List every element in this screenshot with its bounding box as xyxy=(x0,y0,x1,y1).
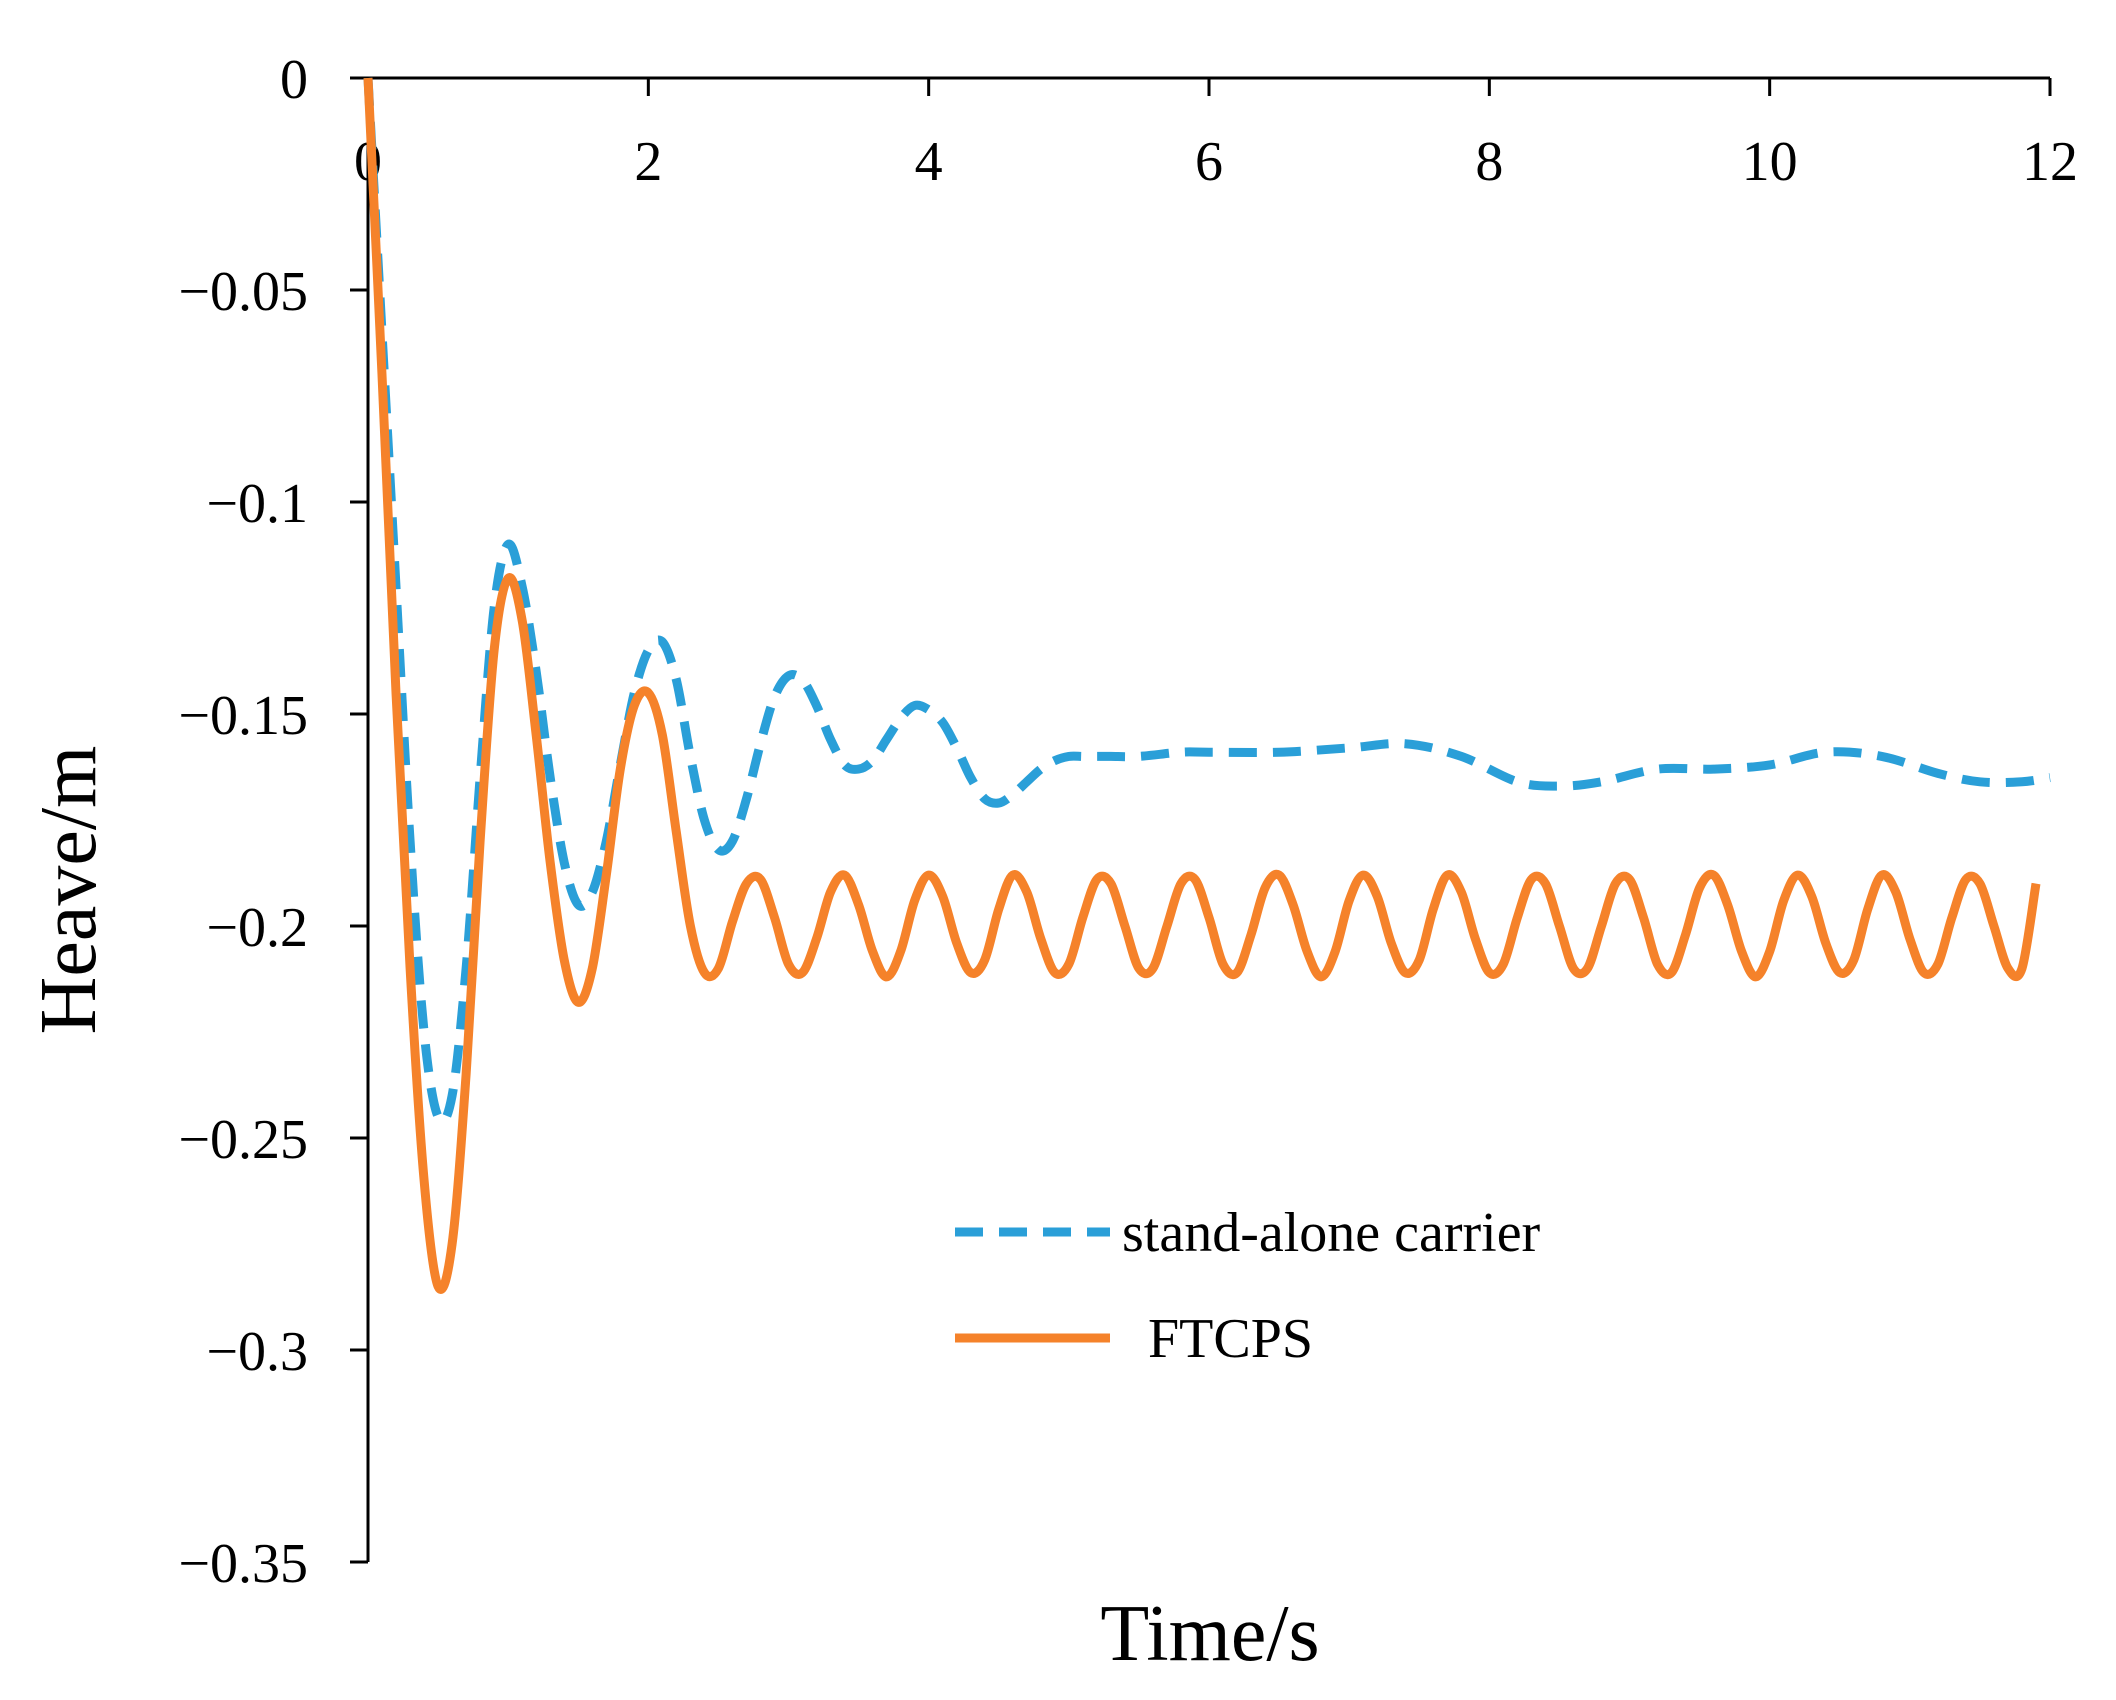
x-axis-title: Time/s xyxy=(1100,1590,1319,1678)
series-line-stand-alone-carrier xyxy=(363,77,2051,1126)
legend-label-stand-alone-carrier: stand-alone carrier xyxy=(1122,1202,1541,1264)
y-axis-title: Heave/m xyxy=(25,746,113,1035)
legend-label-ftcps: FTCPS xyxy=(1148,1308,1313,1370)
y-tick-label: −0.25 xyxy=(178,1109,308,1171)
y-tick-label: 0 xyxy=(280,49,308,111)
series-line-ftcps xyxy=(363,77,2041,1294)
y-tick-label: −0.1 xyxy=(206,473,308,535)
y-tick-label: −0.15 xyxy=(178,685,308,747)
x-tick-label: 2 xyxy=(634,131,662,193)
x-tick-label: 6 xyxy=(1195,131,1223,193)
y-tick-label: −0.35 xyxy=(178,1533,308,1595)
x-tick-label: 8 xyxy=(1475,131,1503,193)
series-layer xyxy=(363,77,2051,1294)
legend: stand-alone carrier FTCPS xyxy=(955,1202,1541,1370)
axes: 0 2 4 6 8 10 120−0.05−0.1−0.15−0.2−0.25−0.3−0.… xyxy=(178,49,2078,1595)
y-tick-label: −0.05 xyxy=(178,261,308,323)
x-tick-label: 4 xyxy=(915,131,943,193)
y-tick-label: −0.3 xyxy=(206,1321,308,1383)
x-tick-label: 10 xyxy=(1742,131,1798,193)
x-tick-label: 12 xyxy=(2022,131,2078,193)
y-tick-label: −0.2 xyxy=(206,897,308,959)
